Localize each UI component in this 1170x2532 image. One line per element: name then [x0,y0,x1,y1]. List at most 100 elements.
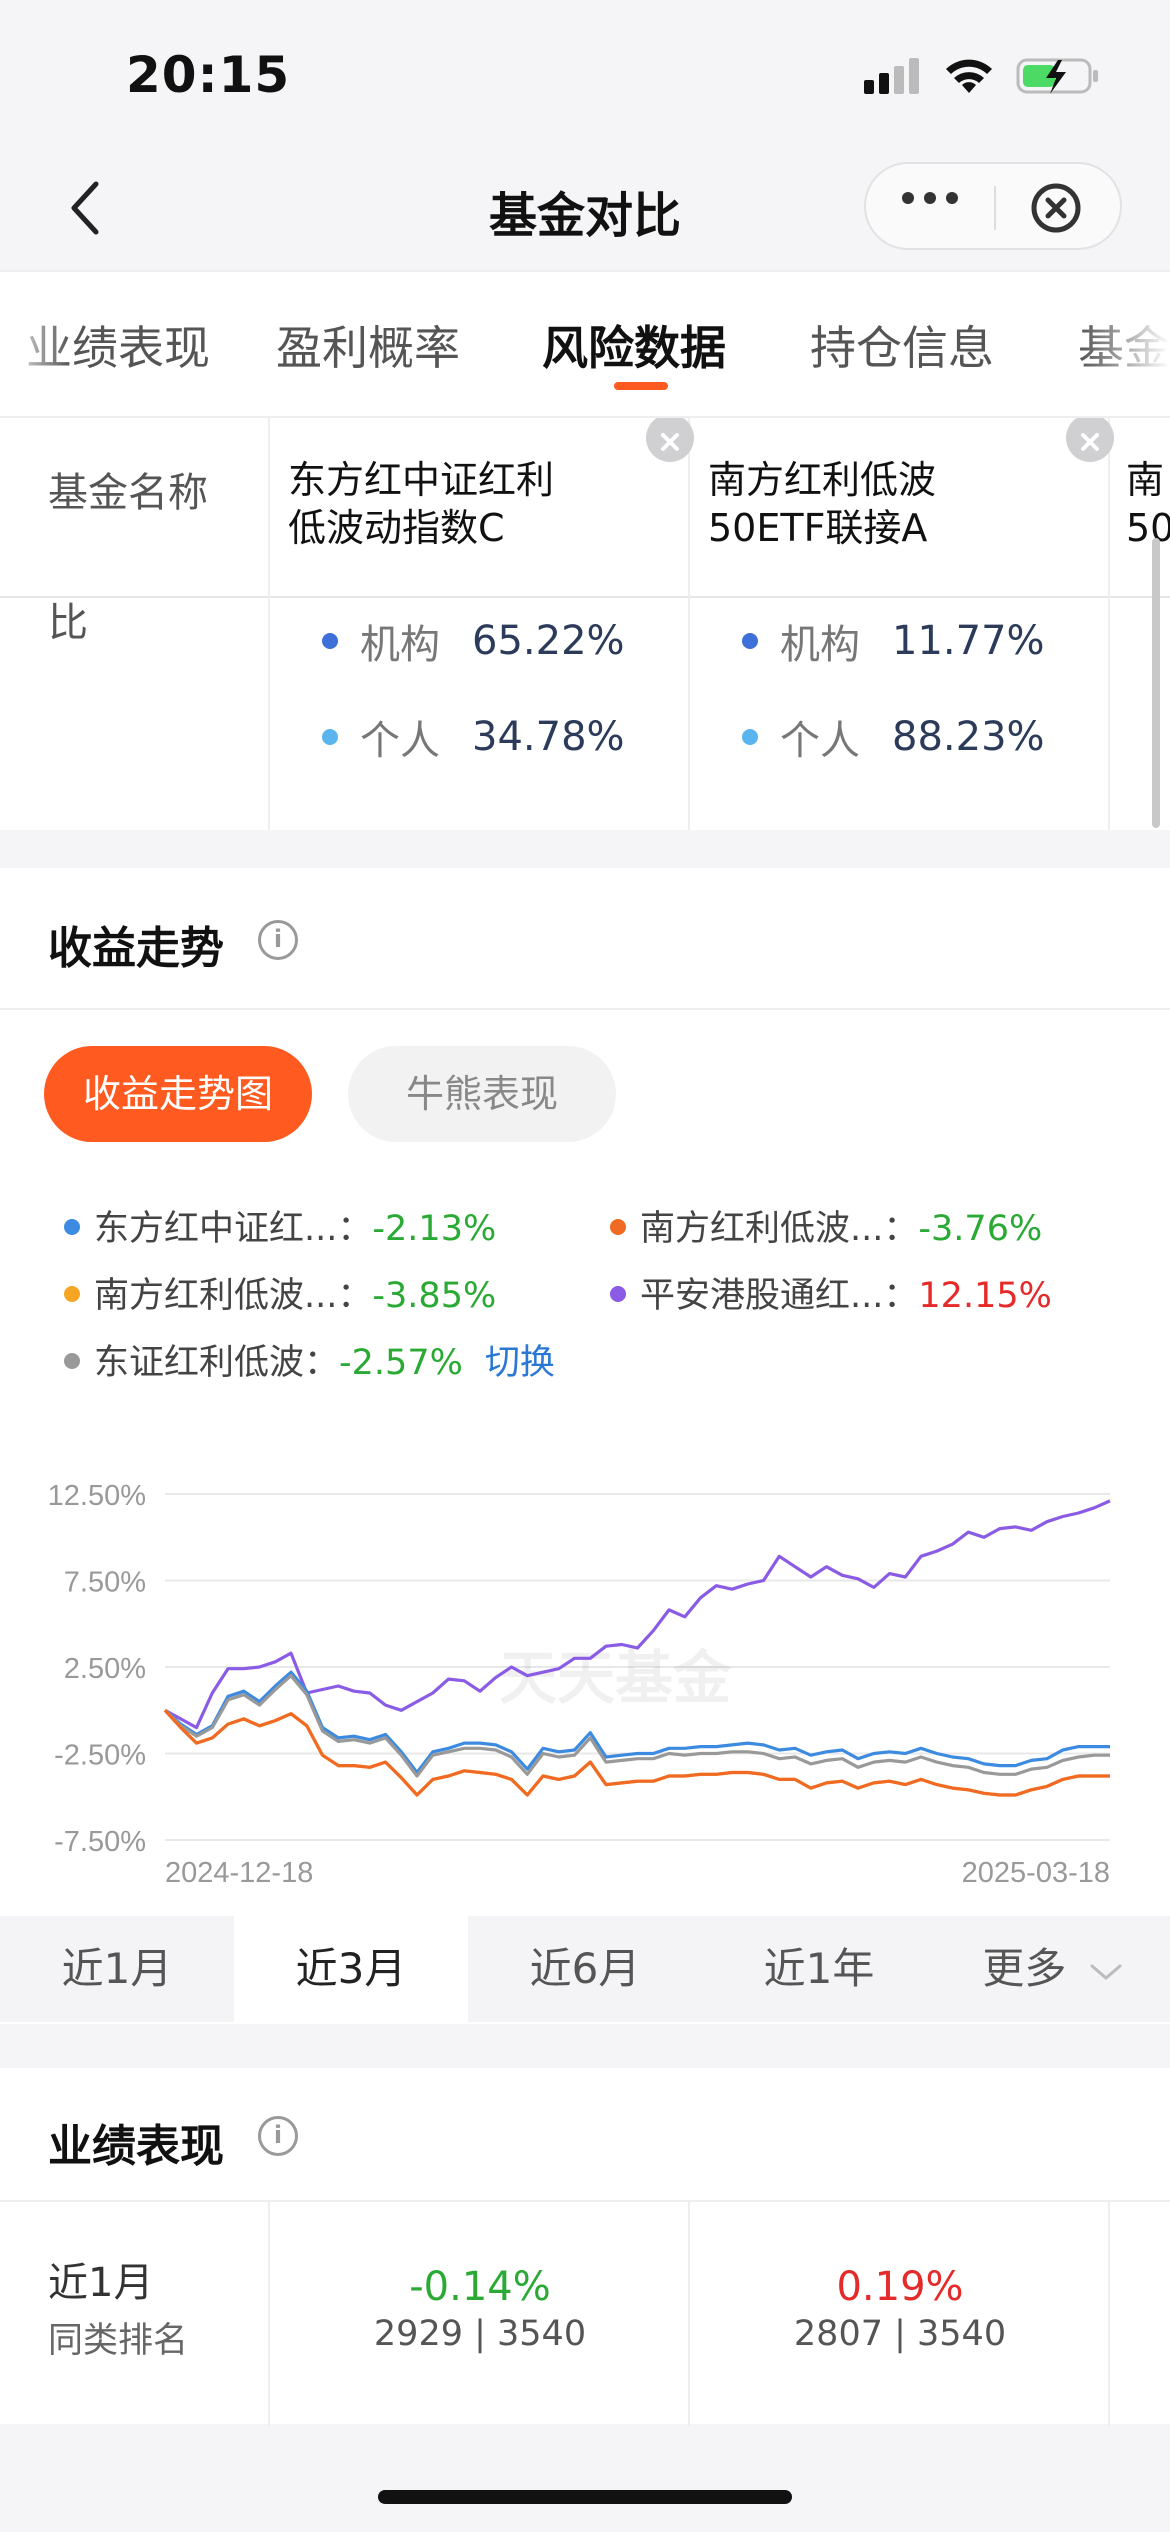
tab-risk-data[interactable]: 风险数据 [542,321,726,375]
legend-item: 平安港股通红...：12.15% [610,1267,1052,1318]
legend-name: 南方红利低波... [640,1209,884,1249]
performance-section: 业绩表现 [0,2068,1170,2200]
x-tick-label: 2024-12-18 [165,1857,313,1889]
legend-name: 东方红中证红... [94,1209,338,1249]
institution-value: 65.22% [472,618,625,664]
close-icon[interactable] [1030,182,1082,234]
fund-column-1: 东方红中证红利 低波动指数C 机构 65.22% 个人 34.78% [270,418,694,830]
fund-name[interactable]: 南方红利低波 50ETF联接A [708,456,936,552]
individual-value: 88.23% [892,714,1045,760]
return-value: -0.14% [409,2264,551,2310]
individual-label: 个人 [780,718,860,764]
institution-dot [322,633,338,649]
legend-value: -3.85% [372,1276,497,1316]
tab-bar: 业绩表现 盈利概率 风险数据 持仓信息 基金 [0,270,1170,418]
y-tick-label: 12.50% [48,1480,146,1512]
fund-compare-table: 基金名称 比 东方红中证红利 低波动指数C 机构 65.22% 个人 34.78… [0,418,1170,830]
series-line [163,1674,1110,1778]
fund-name[interactable]: 东方红中证红利 低波动指数C [288,456,554,552]
fund-name-line2: 低波动指数C [288,506,505,550]
performance-cell: 0.19% 2807 | 3540 [690,2202,1110,2426]
legend-item: 东方红中证红...：-2.13% [64,1200,496,1251]
rank-value: 2807 | 3540 [793,2314,1007,2354]
individual-value: 34.78% [472,714,625,760]
period-more-label: 更多 [982,1944,1067,1993]
info-icon[interactable] [258,2116,298,2156]
tab-holdings[interactable]: 持仓信息 [810,321,994,375]
x-tick-label: 2025-03-18 [962,1857,1110,1889]
fund-name-line2: 50 [1126,506,1170,550]
mini-program-capsule [864,162,1122,250]
performance-cell [1110,2202,1170,2426]
signal-icon [864,58,919,94]
watermark: 天天基金 [499,1644,732,1712]
individual-holder: 个人 88.23% [742,708,1045,766]
legend-value: -2.13% [372,1209,497,1249]
home-indicator[interactable] [378,2490,792,2504]
institution-dot [742,633,758,649]
tab-fade-left [0,272,70,416]
fund-name-label: 基金名称 [48,470,208,516]
y-tick-label: -7.50% [54,1826,146,1858]
tab-fade-right [1080,272,1170,416]
tab-profit-probability[interactable]: 盈利概率 [276,321,460,375]
remove-icon [661,433,679,451]
status-time: 20:15 [126,46,291,104]
row-label-cell: 近1月 同类排名 [0,2202,270,2426]
legend-name: 南方红利低波... [94,1276,338,1316]
page-title: 基金对比 [488,188,681,244]
period-1y[interactable]: 近1年 [763,1944,875,1993]
return-chart-button[interactable]: 收益走势图 [44,1046,312,1142]
performance-cell: -0.14% 2929 | 3540 [270,2202,690,2426]
rank-value: 2929 | 3540 [373,2314,587,2354]
battery-charging-icon [1016,58,1098,94]
individual-dot [742,729,758,745]
period-selector: 近1月 近3月 近6月 近1年 更多 [0,1916,1170,2022]
back-icon[interactable] [62,178,112,238]
wifi-icon [946,59,992,93]
individual-label: 个人 [360,718,440,764]
legend-dot [64,1219,80,1235]
fund-name-line1: 南方红利低波 [708,458,937,502]
tab-active-indicator [614,382,668,390]
fund-name-line2: 50ETF联接A [708,506,928,550]
status-bar: 20:15 [0,0,1170,150]
chevron-down-icon [1090,1964,1122,1980]
series-line [164,1499,1111,1730]
fund-name-line1: 南 [1126,458,1165,502]
bull-bear-button[interactable]: 牛熊表现 [348,1046,616,1142]
remove-icon [1081,433,1099,451]
legend-value: -3.76% [918,1209,1043,1249]
switch-link[interactable]: 切换 [484,1343,555,1383]
legend-dot [610,1219,626,1235]
legend-item: 南方红利低波...：-3.76% [610,1200,1042,1251]
fund-column-3: 南 50 [1110,418,1170,830]
period-more[interactable]: 更多 [936,1916,1170,2022]
status-icons [864,56,1100,96]
fund-name-line1: 东方红中证红利 [288,458,555,502]
more-icon[interactable] [902,192,958,204]
legend-name: 平安港股通红... [640,1276,884,1316]
period-3m[interactable]: 近3月 [234,1916,468,2022]
remove-fund-button[interactable] [646,418,694,462]
period-1m[interactable]: 近1月 [61,1944,173,1993]
chart-svg: 12.50% 7.50% 2.50% -2.50% -7.50% 天天基金 2024-12-… [48,1480,1111,1889]
fund-column-2: 南方红利低波 50ETF联接A 机构 11.77% 个人 88.23% [690,418,1114,830]
fund-name[interactable]: 南 50 [1126,456,1170,552]
period-6m[interactable]: 近6月 [529,1944,641,1993]
institution-label: 机构 [360,622,440,668]
legend-item: 南方红利低波...：-3.85% [64,1267,496,1318]
institution-holder: 机构 65.22% [322,612,625,670]
nav-bar: 基金对比 [0,150,1170,270]
info-icon[interactable] [258,920,298,960]
label-column: 基金名称 比 [0,418,270,830]
trend-title: 收益走势 [48,923,224,974]
remove-fund-button[interactable] [1066,418,1114,462]
y-tick-label: -2.50% [54,1740,146,1772]
capsule-divider [994,186,996,230]
vertical-scrollbar[interactable] [1152,538,1160,828]
institution-holder: 机构 11.77% [742,612,1045,670]
y-tick-label: 7.50% [64,1567,146,1599]
legend-dot [64,1353,80,1369]
fund-header-row [0,418,1170,598]
